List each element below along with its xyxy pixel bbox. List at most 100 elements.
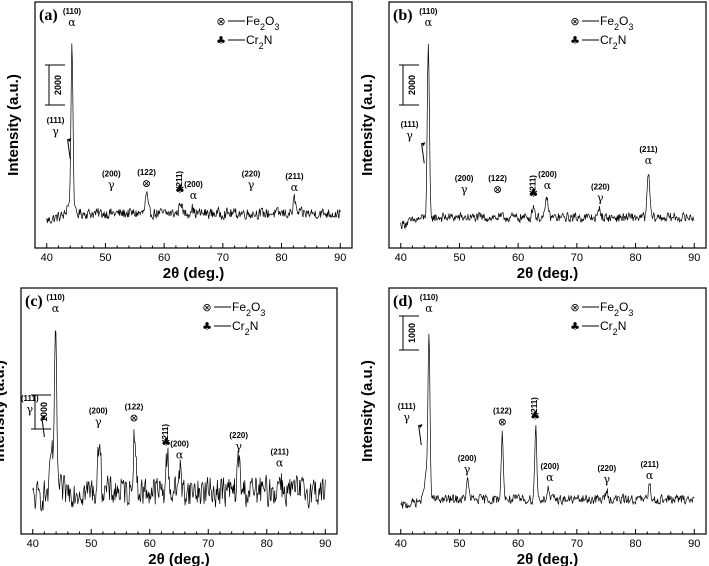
- legend-label-part: Fe: [232, 300, 246, 314]
- legend-label: Fe2O3: [246, 14, 279, 32]
- panel-label: (c): [25, 293, 43, 310]
- peak-annotation: γ(111): [21, 394, 46, 437]
- hkl-label: (211): [285, 172, 304, 181]
- x-tick-label: 80: [261, 538, 273, 550]
- hkl-label: (200): [455, 174, 474, 183]
- phase-marker: ⊗: [129, 411, 138, 424]
- hkl-label: (111): [21, 394, 39, 403]
- legend-label-part: 2: [259, 41, 264, 51]
- x-axis-label: 2θ (deg.): [517, 265, 578, 282]
- x-tick-label: 40: [395, 252, 407, 264]
- x-tick-label: 80: [275, 252, 287, 264]
- x-axis-label: 2θ (deg.): [163, 265, 224, 282]
- hkl-label: (200): [102, 170, 121, 179]
- hkl-label: (211): [528, 175, 537, 194]
- peak-annotation: α(200): [170, 439, 189, 461]
- fe2o3-legend-icon: ⊗: [570, 301, 579, 314]
- phase-marker: γ: [461, 183, 468, 196]
- peak-annotation: γ(220): [242, 170, 261, 192]
- cr2n-legend-icon: ♣: [216, 34, 226, 47]
- y-axis-label: Intensity (a.u.): [359, 74, 376, 176]
- peak-annotation: α(211): [271, 448, 290, 470]
- legend-label-part: Cr: [600, 33, 613, 47]
- legend-label-part: 2: [260, 22, 265, 32]
- peak-annotation: γ(200): [458, 454, 477, 476]
- x-tick-label: 60: [512, 538, 524, 550]
- fe2o3-legend-icon: ⊗: [202, 301, 211, 314]
- peak-annotation: γ(220): [229, 431, 248, 453]
- legend-label: Fe2O3: [600, 14, 633, 32]
- peak-annotation: γ(200): [455, 174, 474, 196]
- legend-label-part: Fe: [246, 14, 260, 28]
- peak-annotation: ⊗(122): [493, 406, 512, 428]
- phase-marker: ♣: [528, 187, 538, 200]
- annotation-arrow: [41, 416, 45, 437]
- legend-label-part: N: [250, 319, 259, 333]
- x-tick-label: 90: [319, 538, 331, 550]
- phase-marker: α: [425, 302, 433, 315]
- peak-annotation: α(211): [639, 145, 658, 167]
- legend-label-part: 2: [245, 327, 250, 337]
- legend-label: Cr2N: [600, 319, 626, 337]
- peak-annotation: ♣(211): [175, 171, 185, 196]
- legend-label-part: 2: [613, 41, 618, 51]
- hkl-label: (200): [89, 406, 108, 415]
- phase-marker: γ: [26, 403, 33, 416]
- x-tick-label: 70: [571, 538, 583, 550]
- legend-label: Cr2N: [600, 33, 626, 51]
- phase-marker: γ: [604, 473, 611, 486]
- legend-label-part: 3: [628, 22, 633, 32]
- legend-label-part: 2: [246, 308, 251, 318]
- y-axis-label: Intensity (a.u.): [359, 360, 376, 462]
- legend-label-part: Cr: [600, 319, 613, 333]
- phase-marker: α: [425, 16, 433, 29]
- x-tick-label: 40: [395, 538, 407, 550]
- x-tick-label: 40: [41, 252, 53, 264]
- x-axis-label: 2θ (deg.): [148, 551, 209, 566]
- hkl-label: (220): [597, 464, 616, 473]
- hkl-label: (122): [488, 174, 507, 183]
- phase-marker: ♣: [530, 409, 540, 422]
- peak-annotation: γ(220): [597, 464, 616, 486]
- y-axis-label: Intensity (a.u.): [5, 74, 22, 176]
- hkl-label: (200): [538, 170, 557, 179]
- phase-marker: α: [645, 154, 653, 167]
- hkl-label: (220): [242, 170, 261, 179]
- peak-annotation: ⊗(122): [488, 174, 507, 196]
- peak-annotation: ♣(211): [528, 175, 538, 200]
- phase-marker: α: [276, 457, 284, 470]
- peak-annotation: γ(200): [89, 406, 108, 428]
- peak-annotation: ♣(211): [530, 397, 540, 422]
- peak-annotation: γ(220): [591, 182, 610, 204]
- panel-c: 40 50 60 70 80 90 2θ (deg.) Intensity (a.u.) (c)…: [0, 287, 338, 566]
- hkl-label: (111): [398, 402, 416, 411]
- phase-marker: γ: [108, 179, 115, 192]
- x-tick-label: 70: [217, 252, 229, 264]
- legend-label: Fe2O3: [600, 300, 633, 318]
- hkl-label: (111): [47, 116, 65, 125]
- xrd-trace: [46, 43, 341, 224]
- legend-label-part: 2: [614, 308, 619, 318]
- peak-annotation: α(200): [184, 180, 203, 202]
- x-tick-label: 50: [453, 538, 465, 550]
- peak-annotation: ⊗(122): [137, 168, 156, 190]
- legend-label: Cr2N: [232, 319, 258, 337]
- legend-label: Fe2O3: [232, 300, 265, 318]
- scale-bar-label: 2000: [53, 75, 63, 95]
- x-axis-label: 2θ (deg.): [517, 551, 578, 566]
- panel-d: 40 50 60 70 80 90 2θ (deg.) Intensity (a.u.) (d)…: [359, 287, 707, 566]
- legend-label-part: O: [619, 300, 628, 314]
- hkl-label: (211): [175, 171, 184, 190]
- hkl-label: (122): [493, 406, 512, 415]
- annotation-arrow: [67, 139, 71, 160]
- legend-label-part: O: [251, 300, 260, 314]
- peak-annotation: α(110): [419, 7, 438, 29]
- hkl-label: (211): [530, 397, 539, 416]
- legend-label-part: 2: [614, 22, 619, 32]
- hkl-label: (200): [541, 462, 560, 471]
- arrow-head: [41, 415, 46, 420]
- xrd-trace: [32, 330, 326, 512]
- hkl-label: (211): [639, 145, 658, 154]
- phase-marker: α: [291, 181, 299, 194]
- arrow-head: [418, 424, 423, 429]
